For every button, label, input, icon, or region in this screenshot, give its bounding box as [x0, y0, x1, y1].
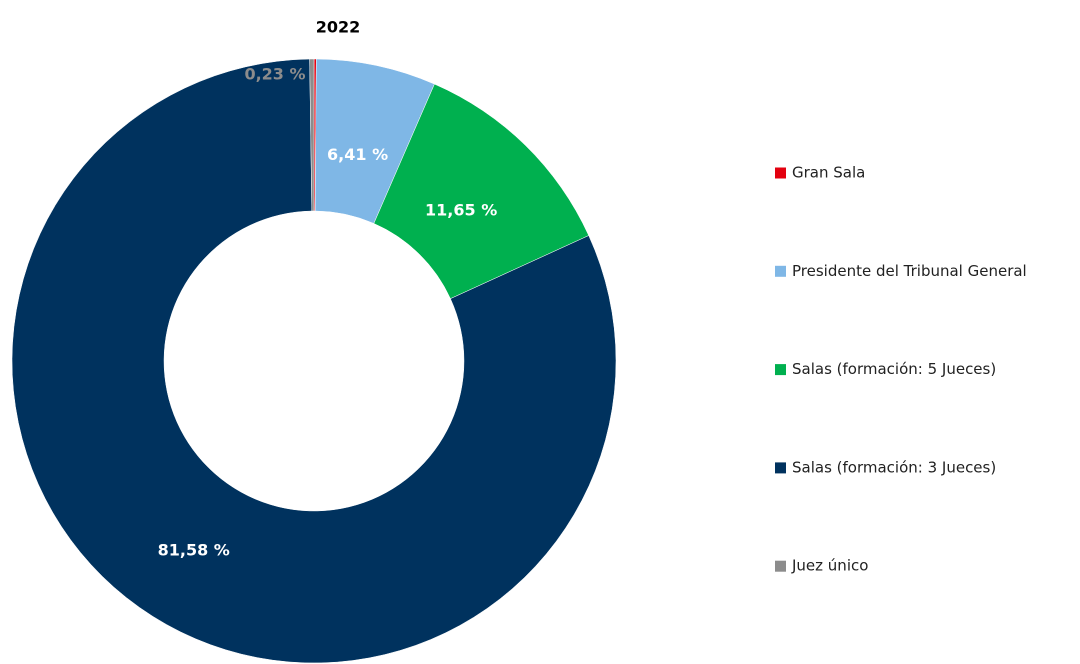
- slice: [373, 83, 590, 300]
- legend-swatch: [775, 265, 786, 277]
- legend-label: Salas (formación: 3 Jueces): [792, 458, 996, 476]
- data-label: 81,58 %: [158, 541, 230, 560]
- slice: [11, 58, 617, 664]
- chart-title: 2022: [316, 18, 361, 37]
- legend-swatch: [775, 364, 786, 376]
- legend-label: Presidente del Tribunal General: [792, 262, 1027, 280]
- data-label: 6,41 %: [327, 145, 388, 164]
- legend-label: Salas (formación: 5 Jueces): [792, 360, 996, 378]
- legend-swatch: [775, 167, 786, 179]
- slice: [309, 58, 315, 212]
- data-label: 11,65 %: [425, 201, 497, 220]
- legend-swatch: [775, 462, 786, 474]
- legend-swatch: [775, 560, 786, 572]
- legend-label: Gran Sala: [792, 164, 865, 182]
- data-label: 0,23 %: [244, 65, 305, 84]
- legend-label: Juez único: [791, 557, 868, 575]
